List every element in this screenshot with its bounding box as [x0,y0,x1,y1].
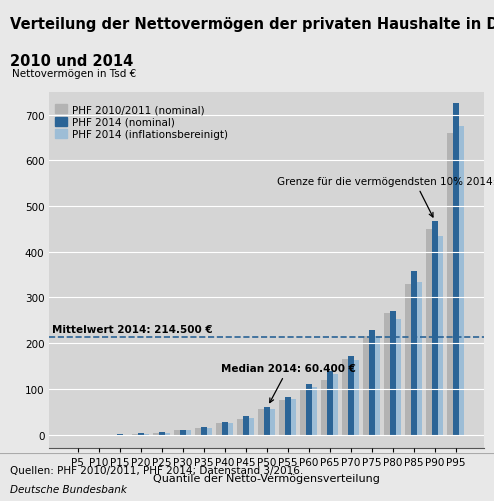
Bar [279,400,285,435]
Bar [390,312,396,435]
Bar [332,375,338,435]
Bar [153,433,159,435]
Bar [132,434,138,435]
Bar [206,428,212,435]
Bar [354,360,359,435]
Bar [138,433,144,435]
Bar [416,282,422,435]
Bar [459,127,464,435]
Bar [237,419,243,435]
Text: Quellen: PHF 2010/2011, PHF 2014; Datenstand 3/2016.: Quellen: PHF 2010/2011, PHF 2014; Datens… [10,465,303,475]
Bar [201,427,206,435]
Bar [369,331,374,435]
Bar [396,319,401,435]
Bar [270,409,275,435]
Bar [258,410,264,435]
Bar [285,397,290,435]
Text: Nettovermögen in Tsd €: Nettovermögen in Tsd € [12,69,137,79]
X-axis label: Quantile der Netto-Vermögensverteilung: Quantile der Netto-Vermögensverteilung [153,473,380,483]
Bar [180,430,186,435]
Bar [312,387,317,435]
Bar [75,435,81,436]
Bar [159,432,165,435]
Bar [195,428,201,435]
Text: Mittelwert 2014: 214.500 €: Mittelwert 2014: 214.500 € [51,324,212,334]
Text: 2010 und 2014: 2010 und 2014 [10,54,133,69]
Bar [174,430,180,435]
Bar [186,430,191,435]
Bar [69,435,75,436]
Bar [222,422,228,435]
Bar [264,407,270,435]
Bar [306,385,312,435]
Bar [216,423,222,435]
Bar [144,434,149,435]
Bar [300,389,306,435]
Bar [290,399,296,435]
Bar [438,236,443,435]
Bar [228,423,233,435]
Bar [374,337,380,435]
Bar [405,284,411,435]
Bar [342,360,348,435]
Text: Verteilung der Nettovermögen der privaten Haushalte in Deutschland:: Verteilung der Nettovermögen der private… [10,17,494,32]
Text: Deutsche Bundesbank: Deutsche Bundesbank [10,484,127,494]
Bar [432,221,438,435]
Bar [363,337,369,435]
Bar [165,433,170,435]
Bar [248,418,254,435]
Bar [243,416,248,435]
Bar [327,371,332,435]
Text: Grenze für die vermögendsten 10% 2014: 468.000 €: Grenze für die vermögendsten 10% 2014: 4… [277,177,494,217]
Text: Median 2014: 60.400 €: Median 2014: 60.400 € [220,364,355,403]
Bar [321,380,327,435]
Bar [448,134,453,435]
Bar [411,272,416,435]
Bar [81,435,86,436]
Legend: PHF 2010/2011 (nominal), PHF 2014 (nominal), PHF 2014 (inflationsbereinigt): PHF 2010/2011 (nominal), PHF 2014 (nomin… [55,105,228,140]
Bar [348,356,354,435]
Bar [426,229,432,435]
Bar [384,314,390,435]
Bar [453,104,459,435]
